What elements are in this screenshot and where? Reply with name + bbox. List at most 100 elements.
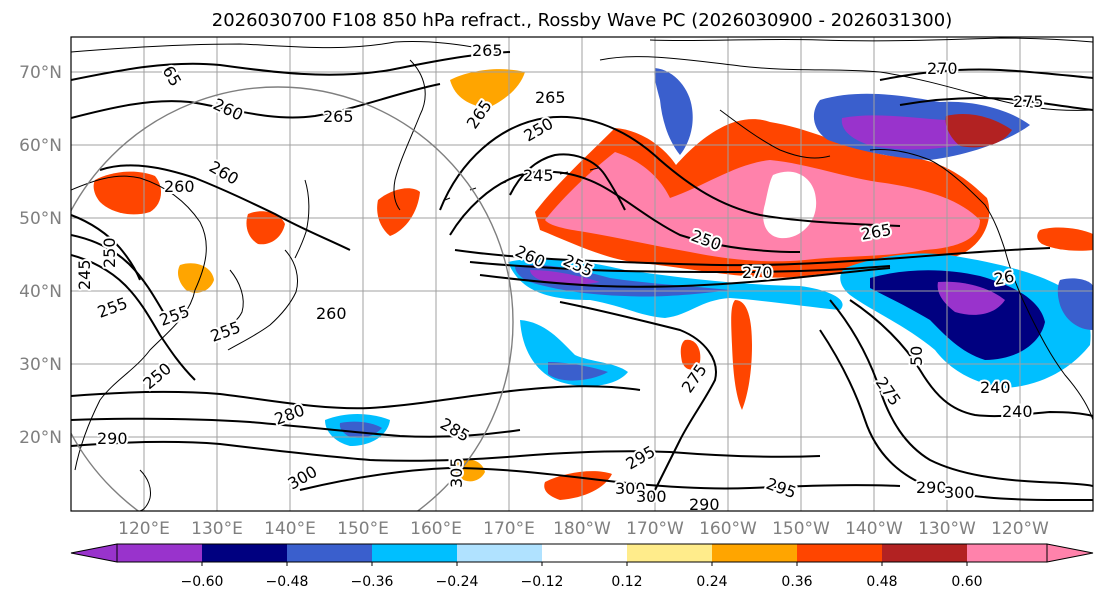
contour-label: 245	[75, 259, 94, 290]
japan-coastline	[227, 249, 299, 351]
contour-label: 240	[980, 378, 1011, 397]
contour-arctic-270	[879, 68, 1093, 81]
latitude-label: 30°N	[19, 355, 62, 375]
korea-coastline	[225, 269, 244, 326]
contour-east-275	[829, 299, 1093, 487]
colorbar-segment	[372, 544, 457, 562]
contour-jet-265	[469, 261, 891, 274]
latitude-labels: 70°N 60°N 50°N 40°N 30°N 20°N	[19, 63, 62, 448]
graticule	[71, 37, 1093, 511]
figure-title: 2026030700 F108 850 hPa refract., Rossby…	[212, 10, 953, 31]
colorbar-ticks	[201, 562, 968, 566]
longitude-label: 170°W	[626, 519, 684, 539]
colorbar-tick-label: 0.24	[696, 574, 727, 590]
colorbar-segment	[882, 544, 967, 562]
contour-label: 250	[100, 237, 119, 268]
negative-anomaly-west-coast-us-core	[870, 270, 1045, 360]
kamchatka-coastline	[393, 59, 426, 211]
colorbar-segment	[202, 544, 287, 562]
contour-subtropical-295	[299, 466, 901, 491]
colorbar-frame	[116, 543, 1048, 563]
contour-east-240	[849, 299, 1093, 418]
contour-label: 270	[742, 263, 773, 282]
sakhalin-coastline	[294, 179, 310, 259]
positive-anomaly-kamchatka	[450, 69, 525, 108]
contour-jet-260	[454, 247, 1051, 267]
latitude-label: 20°N	[19, 428, 62, 448]
alaska-coastline	[599, 56, 1093, 251]
contour-label: 290	[916, 478, 947, 497]
longitude-label: 180°W	[553, 519, 611, 539]
colorbar-segment	[627, 544, 712, 562]
longitude-labels: 120°E 130°E 140°E 150°E 160°E 170°E 180°…	[118, 519, 1049, 539]
longitude-label: 120°W	[991, 519, 1049, 539]
contour-label: 265	[535, 88, 566, 107]
colorbar-segment	[117, 544, 202, 562]
latitude-label: 60°N	[19, 136, 62, 156]
negative-anomaly-jet-entry-core	[515, 264, 730, 297]
colorbar-tick-label: −0.48	[266, 574, 309, 590]
colorbar-segment	[287, 544, 372, 562]
positive-anomaly-south-china	[178, 263, 214, 293]
negative-anomaly-subtropical-core	[548, 362, 608, 381]
contour-subtropical-285	[71, 417, 521, 438]
colorbar-tick-label: −0.12	[521, 574, 564, 590]
contour-label: 265	[323, 107, 354, 126]
positive-anomaly-tropics	[544, 471, 612, 500]
latitude-label: 40°N	[19, 282, 62, 302]
longitude-label: 130°E	[191, 519, 243, 539]
contour-west-245	[71, 214, 141, 281]
longitude-label: 140°W	[845, 519, 903, 539]
colorbar-tick-label: −0.36	[351, 574, 394, 590]
positive-anomaly-north-pacific-core	[545, 152, 980, 262]
colorbar-tick-label: −0.24	[436, 574, 479, 590]
positive-anomaly-kuril	[377, 188, 420, 236]
positive-anomaly-tropics-west	[453, 459, 485, 482]
contour-label: 245	[523, 166, 554, 185]
longitude-label: 160°E	[410, 519, 462, 539]
colorbar-segment	[967, 544, 1047, 562]
map-frame	[70, 36, 1094, 512]
colorbar-over-triangle	[1046, 543, 1094, 563]
longitude-label: 170°E	[483, 519, 535, 539]
contour-subtropical-280	[71, 385, 641, 410]
contour-label: 305	[447, 457, 466, 488]
contour-label: 290	[689, 495, 720, 514]
shaded-anomaly-layer	[93, 68, 1093, 500]
contour-west-250	[71, 234, 166, 316]
longitude-label: 150°E	[337, 519, 389, 539]
contour-ridge-275	[559, 301, 717, 501]
positive-anomaly-subtropical-east	[680, 339, 701, 370]
longitude-label: 160°W	[699, 519, 757, 539]
contour-okhotsk-260	[99, 164, 351, 251]
asia-coastline	[71, 40, 501, 471]
projection-circle	[71, 86, 514, 511]
colorbar-segment	[457, 544, 542, 562]
contour-label: 240	[1002, 402, 1033, 421]
contour-east-290	[819, 329, 1093, 502]
longitude-label: 150°W	[772, 519, 830, 539]
colorbar-tick-label: 0.36	[781, 574, 812, 590]
contour-label: 270	[927, 59, 958, 78]
contour-label: 265	[472, 41, 503, 60]
philippines-coastline	[139, 469, 151, 511]
positive-anomaly-east-pacific-coast	[1037, 227, 1093, 251]
negative-anomaly-subtropical-pacific	[520, 320, 628, 387]
colorbar-tick-label: −0.60	[181, 574, 224, 590]
positive-anomaly-japan	[246, 211, 285, 245]
contour-label: 260	[316, 304, 347, 323]
contour-label: 275	[1013, 92, 1044, 111]
colorbar-tick-label: 0.60	[951, 574, 982, 590]
contour-label: 260	[164, 177, 195, 196]
positive-anomaly-hawaii-stream	[731, 300, 752, 410]
contour-label: 300	[615, 479, 646, 498]
colorbar-segment	[712, 544, 797, 562]
contour-label: 290	[97, 429, 128, 448]
contour-jet-270	[479, 267, 891, 288]
contour-north-260	[71, 83, 441, 119]
longitude-label: 130°W	[918, 519, 976, 539]
colorbar: −0.60 −0.48 −0.36 −0.24 −0.12 0.12 0.24 …	[70, 543, 1094, 590]
contour-label: 26	[992, 267, 1015, 289]
white-gap-center	[763, 171, 817, 239]
contour-label: 300	[944, 483, 975, 502]
